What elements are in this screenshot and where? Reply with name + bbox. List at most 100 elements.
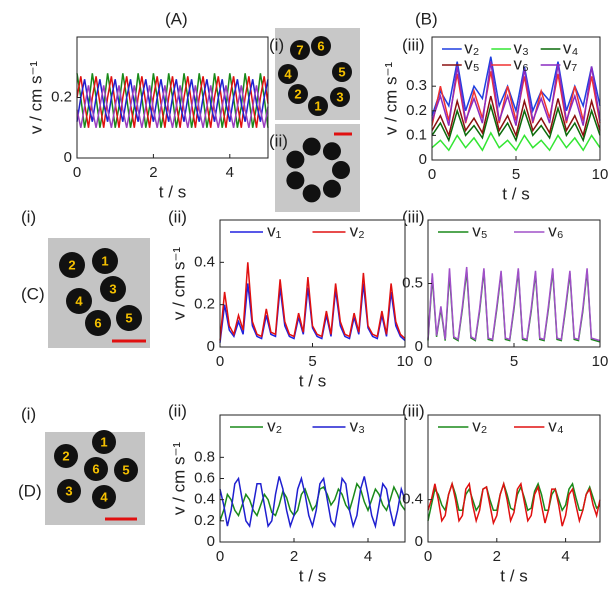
particle-number: 1: [314, 98, 321, 113]
panel-label: (D): [18, 481, 42, 500]
particle: [322, 142, 341, 161]
particle-number: 2: [294, 86, 301, 101]
series-line: [431, 56, 601, 116]
panel-label: (i): [21, 404, 36, 423]
panel-label: (B): [415, 9, 438, 28]
series-line: [431, 95, 601, 138]
y-tick-label: 0.2: [406, 102, 427, 119]
particle: [54, 444, 78, 468]
y-tick-label: 0.5: [402, 274, 423, 291]
x-tick-label: 4: [561, 548, 569, 565]
x-tick-label: 10: [592, 166, 609, 183]
particle-number: 4: [284, 66, 292, 81]
particle-number: 5: [338, 64, 345, 79]
x-tick-label: 5: [510, 353, 518, 370]
series-line: [76, 76, 269, 128]
particle: [332, 161, 350, 179]
particle: [278, 64, 298, 84]
particle-number: 3: [109, 281, 116, 296]
particle-number: 6: [317, 38, 324, 53]
y-tick-label: 0: [415, 338, 423, 355]
legend-label: v₂: [267, 416, 282, 435]
y-tick-label: 0.4: [194, 253, 215, 270]
y-tick-label: 0.3: [406, 77, 427, 94]
legend-label: v₁: [267, 221, 282, 240]
x-axis-label: t / s: [502, 184, 529, 203]
particle: [322, 179, 341, 198]
plot-area: [428, 415, 600, 542]
y-tick-label: 0.2: [51, 88, 72, 105]
particle: [330, 87, 350, 107]
x-tick-label: 2: [290, 548, 298, 565]
particle: [311, 36, 331, 56]
legend-label: v₂: [350, 221, 365, 240]
y-tick-label: 0.2: [194, 296, 215, 313]
y-tick-label: 0.2: [194, 512, 215, 529]
particle-number: 3: [65, 483, 72, 498]
x-tick-label: 4: [364, 548, 372, 565]
y-tick-label: 0.1: [406, 126, 427, 143]
particle: [59, 252, 85, 278]
x-tick-label: 0: [216, 353, 224, 370]
particle-number: 4: [100, 489, 108, 504]
y-tick-label: 0: [419, 151, 427, 168]
series-line: [431, 131, 601, 152]
particle-number: 1: [100, 434, 107, 449]
series-line: [219, 262, 406, 341]
particle: [100, 276, 126, 302]
panel-label: (C): [21, 284, 45, 303]
legend-label: v₂: [464, 38, 479, 57]
x-tick-label: 10: [397, 353, 414, 370]
particle-number: 5: [122, 462, 129, 477]
particle-number: 3: [336, 89, 343, 104]
y-axis-label: v / cm s⁻¹: [381, 62, 400, 136]
particle: [288, 84, 308, 104]
particle-number: 2: [68, 257, 75, 272]
x-tick-label: 0: [73, 164, 81, 181]
particle-number: 1: [101, 253, 108, 268]
x-axis-label: t / s: [159, 182, 186, 201]
legend-label: v₄: [548, 416, 564, 435]
axes-frame: [427, 414, 601, 543]
particle: [92, 430, 116, 454]
particle: [57, 479, 81, 503]
legend-label: v₇: [563, 54, 578, 73]
particle-number: 4: [75, 293, 83, 308]
legend-label: v₂: [472, 416, 487, 435]
panel-label: (iii): [402, 207, 425, 226]
particle: [66, 288, 92, 314]
series-line: [219, 482, 406, 522]
particle-number: 2: [62, 448, 69, 463]
particle: [84, 457, 108, 481]
x-tick-label: 0: [216, 548, 224, 565]
y-axis-label: v / cm s⁻¹: [26, 61, 45, 135]
series-line: [76, 85, 269, 128]
series-line: [427, 266, 601, 342]
legend-label: v₅: [472, 221, 487, 240]
series-line: [219, 283, 406, 343]
series-line: [219, 475, 406, 530]
x-axis-label: t / s: [299, 371, 326, 390]
x-tick-label: 5: [308, 353, 316, 370]
panel-label: (i): [269, 35, 284, 54]
x-tick-label: 5: [512, 166, 520, 183]
y-axis-label: v / cm s⁻¹: [169, 442, 188, 516]
y-tick-label: 0.8: [194, 448, 215, 465]
particle: [332, 62, 352, 82]
y-tick-label: 0: [64, 149, 72, 166]
particle-number: 5: [125, 310, 132, 325]
x-tick-label: 4: [226, 164, 234, 181]
legend-label: v₄: [563, 38, 579, 57]
particle: [286, 171, 305, 190]
panel-label: (i): [21, 207, 36, 226]
x-tick-label: 10: [592, 353, 609, 370]
x-tick-label: 0: [424, 548, 432, 565]
series-line: [431, 61, 601, 126]
x-axis-label: t / s: [299, 566, 326, 585]
x-tick-label: 0: [424, 353, 432, 370]
particle: [85, 310, 111, 336]
panel-label: (ii): [168, 401, 187, 420]
legend-label: v₆: [548, 221, 563, 240]
particle: [286, 150, 305, 169]
panel-label: (iii): [402, 35, 425, 54]
